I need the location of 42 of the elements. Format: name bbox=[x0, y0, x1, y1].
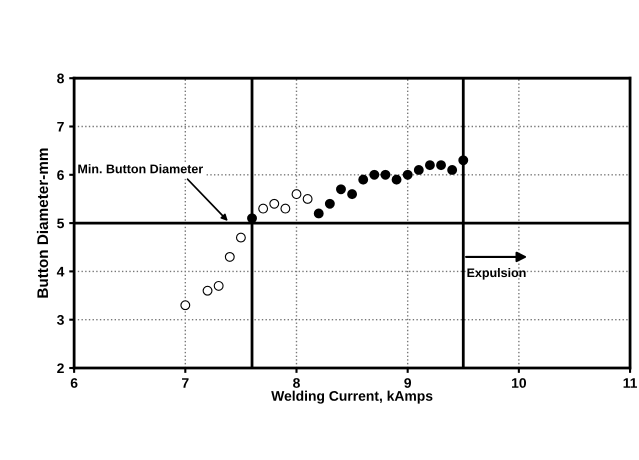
x-tick-label: 6 bbox=[70, 378, 78, 388]
point bbox=[314, 208, 324, 218]
point bbox=[180, 300, 190, 310]
y-tick-label: 2 bbox=[57, 363, 64, 374]
y-tick-label: 6 bbox=[57, 170, 64, 180]
point bbox=[236, 232, 246, 243]
point bbox=[302, 194, 313, 204]
point bbox=[214, 280, 224, 291]
x-tick-label: 7 bbox=[182, 378, 189, 388]
point bbox=[336, 184, 346, 194]
y-tick-label: 5 bbox=[57, 218, 64, 228]
x-tick-label: 11 bbox=[624, 378, 638, 388]
point bbox=[392, 174, 402, 185]
point bbox=[202, 286, 212, 296]
point bbox=[258, 204, 268, 214]
point bbox=[414, 165, 424, 175]
point bbox=[269, 198, 280, 209]
x-tick-label: 9 bbox=[404, 378, 412, 388]
point bbox=[347, 189, 358, 200]
point bbox=[358, 174, 368, 185]
y-tick-label: 4 bbox=[56, 266, 64, 276]
annotation: Min. Button Diameter bbox=[78, 164, 203, 174]
point bbox=[224, 252, 235, 262]
point bbox=[402, 170, 413, 180]
y-tick-label: 7 bbox=[57, 122, 64, 132]
y-tick-label: 8 bbox=[57, 74, 64, 84]
point bbox=[280, 204, 290, 214]
x-tick-label: 8 bbox=[293, 378, 300, 388]
point bbox=[436, 160, 446, 170]
x-tick-label: 10 bbox=[512, 378, 526, 388]
point bbox=[292, 189, 302, 200]
point bbox=[380, 170, 390, 180]
point bbox=[247, 213, 257, 224]
y-axis-title: Button Diameter-mm bbox=[36, 148, 48, 298]
point bbox=[458, 155, 468, 166]
x-axis-title: Welding Current, kAmps bbox=[271, 390, 432, 404]
annotation: Expulsion bbox=[467, 268, 526, 280]
y-tick-label: 3 bbox=[56, 315, 64, 325]
point bbox=[424, 160, 435, 170]
point bbox=[447, 165, 458, 175]
point bbox=[369, 170, 380, 180]
point bbox=[324, 198, 335, 209]
